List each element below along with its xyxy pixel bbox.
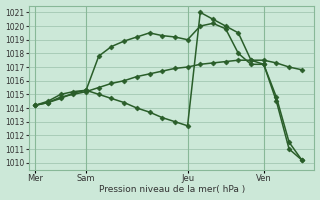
X-axis label: Pression niveau de la mer( hPa ): Pression niveau de la mer( hPa ) — [99, 185, 245, 194]
